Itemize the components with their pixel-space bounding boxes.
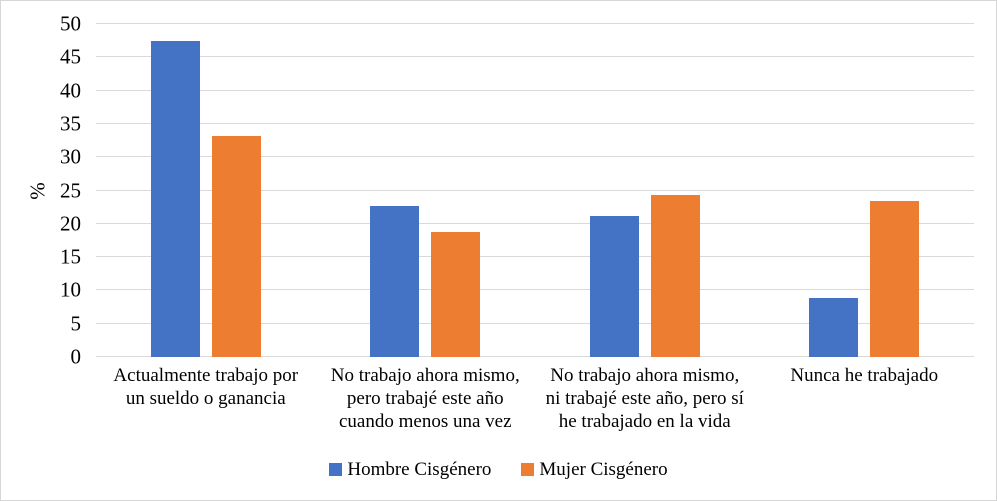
legend-item-2: Mujer Cisgénero <box>521 459 668 480</box>
x-axis-labels: Actualmente trabajo por un sueldo o gana… <box>96 365 974 434</box>
bar-series2-group4 <box>870 200 920 357</box>
y-tick-label: 40 <box>60 78 81 103</box>
gridline-10 <box>96 289 974 291</box>
bar-group-3 <box>535 24 755 357</box>
x-axis-label-3: No trabajo ahora mismo, ni trabajé este … <box>545 365 744 432</box>
gridline-25 <box>96 189 974 191</box>
y-tick-label: 35 <box>60 111 81 136</box>
x-axis-label-4: Nunca he trabajado <box>790 365 939 386</box>
y-axis-ticks: 0 5 10 15 20 25 30 35 40 45 50 <box>1 13 82 367</box>
y-tick-label: 5 <box>70 311 82 336</box>
legend-label: Mujer Cisgénero <box>539 459 668 480</box>
bar-series1-group2 <box>370 205 420 357</box>
y-tick-label: 45 <box>60 44 81 69</box>
y-tick-label: 15 <box>60 244 81 269</box>
legend-swatch-icon <box>329 463 343 476</box>
legend: Hombre Cisgénero Mujer Cisgénero <box>1 460 996 479</box>
plot-area <box>96 23 975 357</box>
gridline-5 <box>96 322 974 324</box>
legend-label: Hombre Cisgénero <box>347 459 492 480</box>
bar-group-4 <box>755 24 975 357</box>
gridline-40 <box>96 89 974 91</box>
x-axis-line <box>96 356 974 357</box>
legend-swatch-icon <box>521 463 535 476</box>
x-axis-label-1: Actualmente trabajo por un sueldo o gana… <box>113 365 299 409</box>
y-tick-label: 10 <box>60 277 81 302</box>
y-tick-label: 20 <box>60 211 81 236</box>
bar-series2-group1 <box>211 135 261 357</box>
legend-item-1: Hombre Cisgénero <box>329 460 491 479</box>
gridline-30 <box>96 156 974 158</box>
bar-series1-group1 <box>150 41 200 357</box>
bar-series2-group3 <box>650 194 700 357</box>
y-tick-label: 25 <box>60 178 81 202</box>
bar-group-2 <box>316 24 536 357</box>
gridline-45 <box>96 56 974 58</box>
gridline-15 <box>96 256 974 258</box>
y-tick-label: 50 <box>60 11 81 36</box>
y-tick-label: 30 <box>60 144 81 169</box>
bar-group-1 <box>96 24 316 357</box>
x-axis-label-2: No trabajo ahora mismo, pero trabajé est… <box>330 365 520 432</box>
bar-series1-group3 <box>589 215 639 357</box>
bar-series1-group4 <box>809 298 859 357</box>
bar-series2-group2 <box>431 231 481 357</box>
y-tick-label: 0 <box>70 344 82 369</box>
gridline-50 <box>96 23 974 24</box>
gridline-20 <box>96 222 974 224</box>
gridline-35 <box>96 122 974 124</box>
